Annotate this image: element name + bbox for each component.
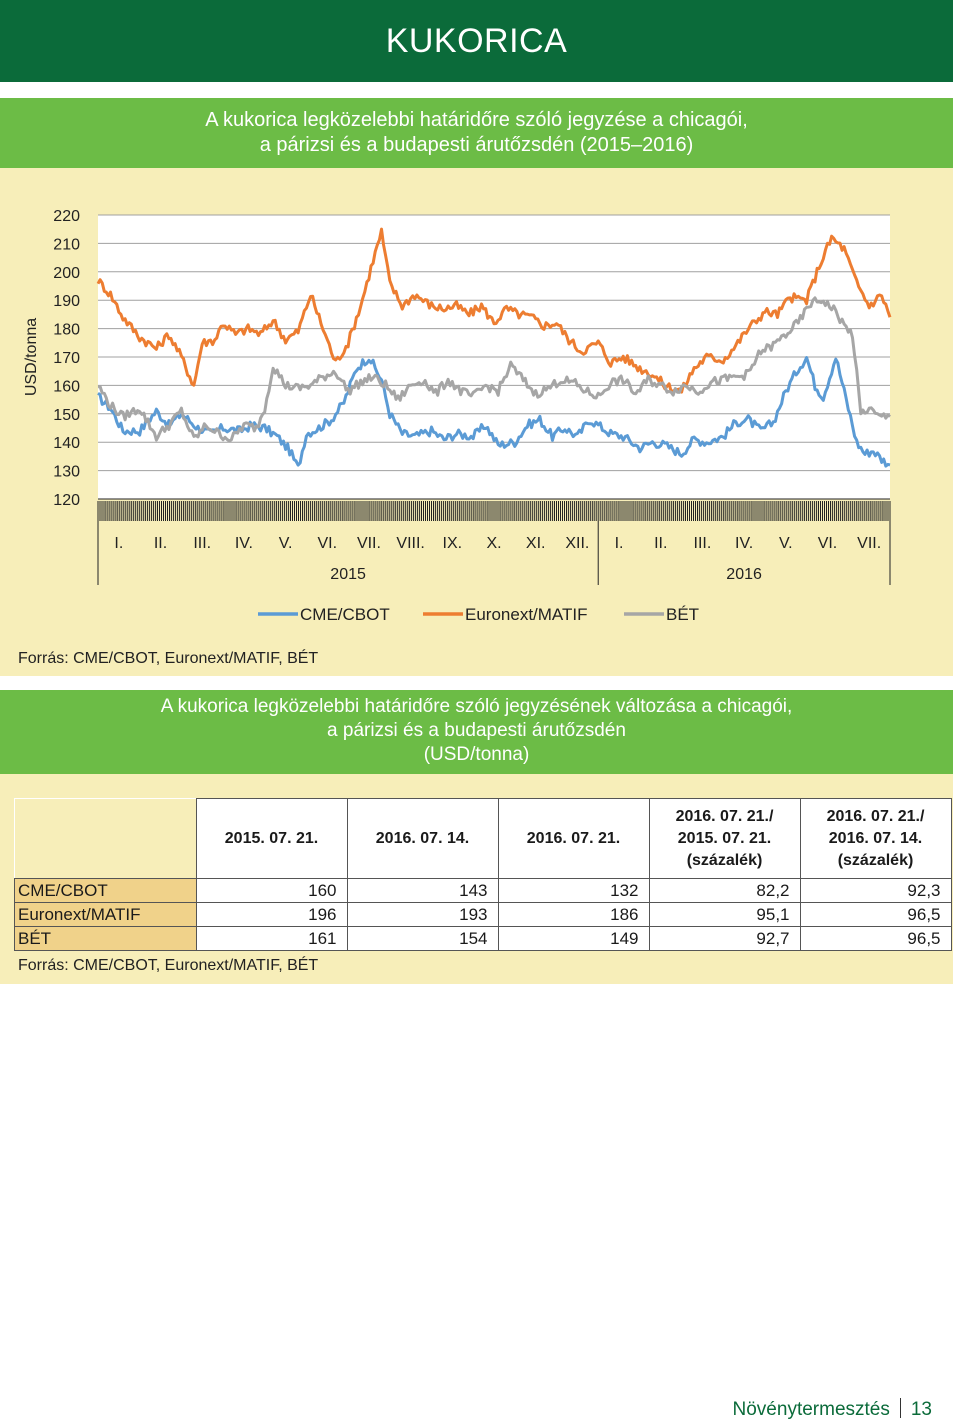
month-label: II. [154, 535, 167, 552]
table-cell: 186 [497, 902, 650, 927]
y-axis-title: USD/tonna [23, 318, 40, 396]
table-cell: 160 [195, 878, 348, 903]
table-title-line3: (USD/tonna) [423, 744, 530, 765]
month-label: V. [279, 535, 293, 552]
y-tick-label: 140 [53, 435, 80, 452]
table-cell: 96,5 [799, 926, 952, 951]
month-label: VI. [317, 535, 337, 552]
table-cell: 196 [195, 902, 348, 927]
month-label: VII. [357, 535, 381, 552]
date-ticks [97, 501, 891, 521]
table-title-band: A kukorica legközelebbi határidőre szóló… [0, 690, 953, 774]
month-label: I. [114, 535, 123, 552]
legend-label: BÉT [666, 605, 699, 624]
month-label: VII. [857, 535, 881, 552]
month-label: V. [779, 535, 793, 552]
table-cell: 154 [346, 926, 499, 951]
table-cell: 95,1 [648, 902, 801, 927]
series-line-2 [97, 296, 891, 443]
table-cell: 161 [195, 926, 348, 951]
column-header: 2015. 07. 21. [195, 798, 348, 879]
y-tick-label: 200 [53, 265, 80, 282]
y-tick-label: 160 [53, 378, 80, 395]
table-cell: 143 [346, 878, 499, 903]
column-header: 2016. 07. 21./2015. 07. 21. (százalék) [648, 798, 801, 879]
y-tick-label: 130 [53, 464, 80, 481]
table-cell: 92,7 [648, 926, 801, 951]
table-cell: 96,5 [799, 902, 952, 927]
footer-divider [899, 1398, 901, 1418]
y-tick-label: 120 [53, 492, 80, 509]
chart-source: Forrás: CME/CBOT, Euronext/MATIF, BÉT [18, 650, 319, 667]
row-label: Euronext/MATIF [14, 902, 197, 927]
y-tick-label: 220 [53, 208, 80, 225]
table-cell: 149 [497, 926, 650, 951]
table-cell: 82,2 [648, 878, 801, 903]
chart-title-band: A kukorica legközelebbi határidőre szóló… [0, 98, 953, 168]
table-header-row: 2015. 07. 21. 2016. 07. 14. 2016. 07. 21… [14, 798, 952, 879]
page-header: KUKORICA [0, 0, 953, 82]
price-change-table: 2015. 07. 21. 2016. 07. 14. 2016. 07. 21… [14, 798, 952, 951]
month-label: II. [654, 535, 667, 552]
month-label: IX. [443, 535, 463, 552]
y-tick-label: 170 [53, 350, 80, 367]
table-title-line1: A kukorica legközelebbi határidőre szóló… [160, 696, 793, 717]
month-label: X. [486, 535, 501, 552]
chart-title-line1: A kukorica legközelebbi határidőre szóló… [205, 109, 748, 131]
month-label: III. [694, 535, 712, 552]
page-number: 13 [910, 1399, 932, 1420]
table-cell: 193 [346, 902, 499, 927]
year-label: 2015 [330, 566, 366, 583]
page-title: KUKORICA [385, 22, 568, 60]
series-line-1 [96, 227, 892, 394]
table-cell: 92,3 [799, 878, 952, 903]
table-title-line2: a párizsi és a budapesti árutőzsdén [327, 720, 626, 741]
chart-panel: 120 130 140 150 160 170 180 190 200 210 220 USD/ton… [0, 168, 953, 676]
legend-label: CME/CBOT [300, 605, 390, 624]
row-label: CME/CBOT [14, 878, 197, 903]
month-label: I. [615, 535, 624, 552]
y-tick-label: 210 [53, 236, 80, 253]
y-tick-label: 180 [53, 322, 80, 339]
column-header: 2016. 07. 21./2016. 07. 14. (százalék) [799, 798, 952, 879]
month-label: VI. [818, 535, 838, 552]
table-row: CME/CBOT 160 143 132 82,2 92,3 [14, 878, 952, 903]
row-label: BÉT [14, 926, 197, 951]
chart-title-line2: a párizsi és a budapesti árutőzsdén (201… [259, 134, 694, 156]
column-header: 2016. 07. 14. [346, 798, 499, 879]
column-header: 2016. 07. 21. [497, 798, 650, 879]
table-row: BÉT 161 154 149 92,7 96,5 [14, 926, 952, 951]
table-row: Euronext/MATIF 196 193 186 95,1 96,5 [14, 902, 952, 927]
month-label: IV. [735, 535, 753, 552]
y-tick-label: 190 [53, 293, 80, 310]
table-cell: 132 [497, 878, 650, 903]
year-label: 2016 [726, 566, 762, 583]
month-label: III. [193, 535, 211, 552]
table-panel: 2015. 07. 21. 2016. 07. 14. 2016. 07. 21… [0, 774, 953, 984]
table-source: Forrás: CME/CBOT, Euronext/MATIF, BÉT [18, 957, 319, 974]
price-line-chart: 120 130 140 150 160 170 180 190 200 210 220 USD/ton… [23, 208, 892, 624]
month-label: XI. [526, 535, 546, 552]
page-footer: Növénytermesztés 13 [733, 1398, 932, 1421]
legend-label: Euronext/MATIF [465, 605, 588, 624]
series-line-0 [97, 356, 891, 468]
month-label: XII. [565, 535, 589, 552]
month-label: IV. [235, 535, 253, 552]
month-label: VIII. [396, 535, 424, 552]
y-tick-label: 150 [53, 407, 80, 424]
table-corner-cell [14, 798, 196, 879]
footer-section: Növénytermesztés [732, 1399, 890, 1420]
